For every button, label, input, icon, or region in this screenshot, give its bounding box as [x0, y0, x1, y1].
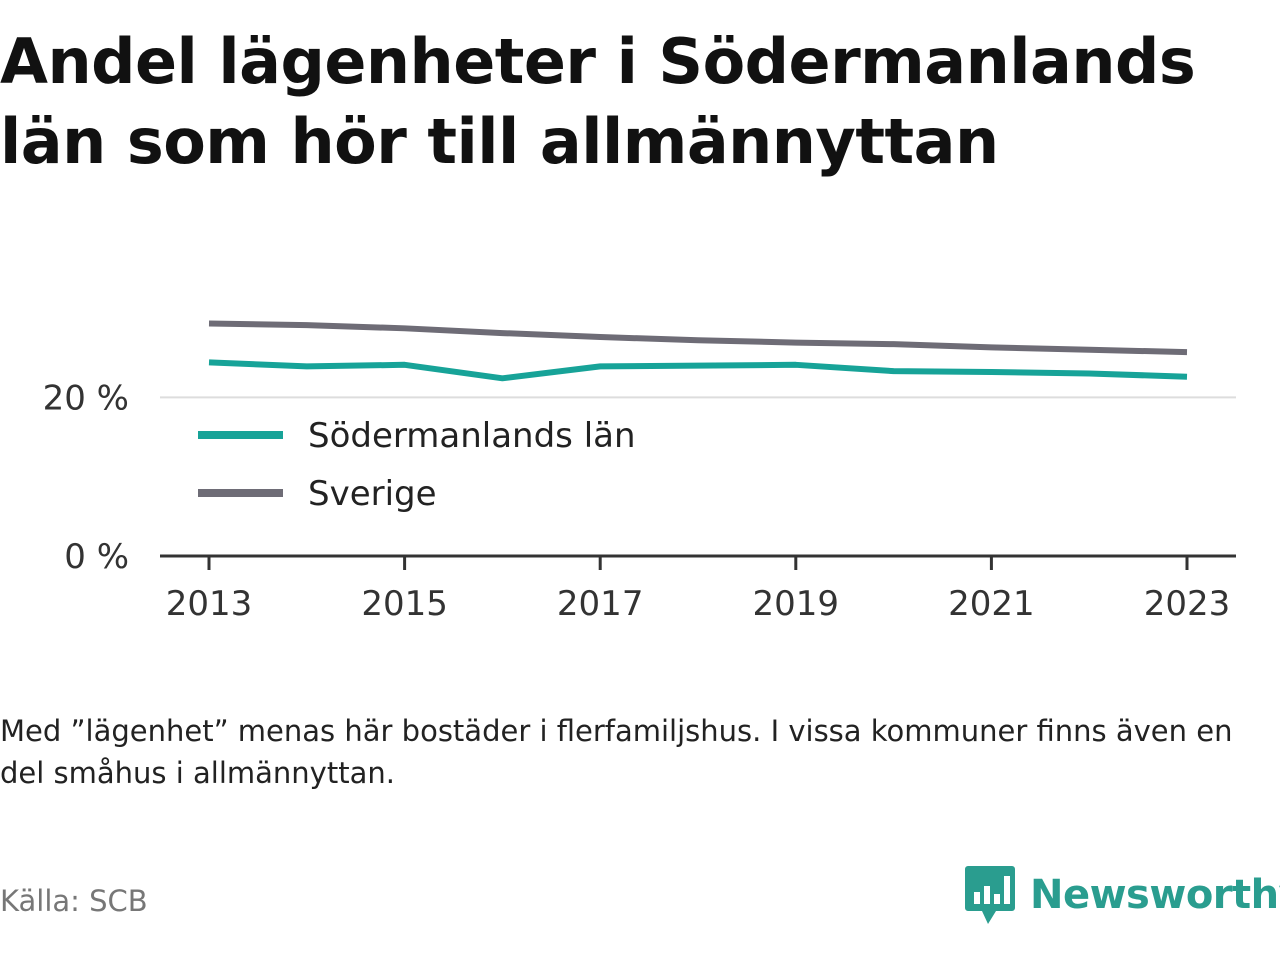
x-tick-label: 2023 [1144, 584, 1231, 624]
chart-title: Andel lägenheter i Södermanlands län som… [0, 25, 1196, 178]
legend-label: Sverige [308, 474, 437, 514]
x-tick-label: 2015 [361, 584, 448, 624]
source-label: Källa: SCB [0, 884, 148, 918]
x-tick-label: 2013 [166, 584, 253, 624]
newsworthy-chart-bubble-icon [965, 866, 1015, 924]
series-line-0 [208, 359, 1188, 382]
x-tick-label: 2017 [557, 584, 644, 624]
legend: Södermanlands län Sverige [198, 416, 636, 514]
series-line-1 [208, 320, 1188, 356]
series-lines [208, 320, 1188, 382]
x-tick-label: 2021 [948, 584, 1035, 624]
y-axis-labels: 0 % 20 % [43, 378, 129, 577]
y-tick-label: 0 % [64, 537, 129, 577]
x-tick-label: 2019 [753, 584, 840, 624]
y-tick-label: 20 % [43, 378, 129, 418]
footnote: Med ”lägenhet” menas här bostäder i fler… [0, 714, 1233, 790]
legend-label: Södermanlands län [308, 416, 636, 456]
x-axis: 2013 2015 2017 2019 2021 2023 [160, 554, 1236, 624]
newsworthy-logo: Newsworthy [964, 862, 1280, 928]
brand-name: Newsworthy [1030, 872, 1280, 918]
